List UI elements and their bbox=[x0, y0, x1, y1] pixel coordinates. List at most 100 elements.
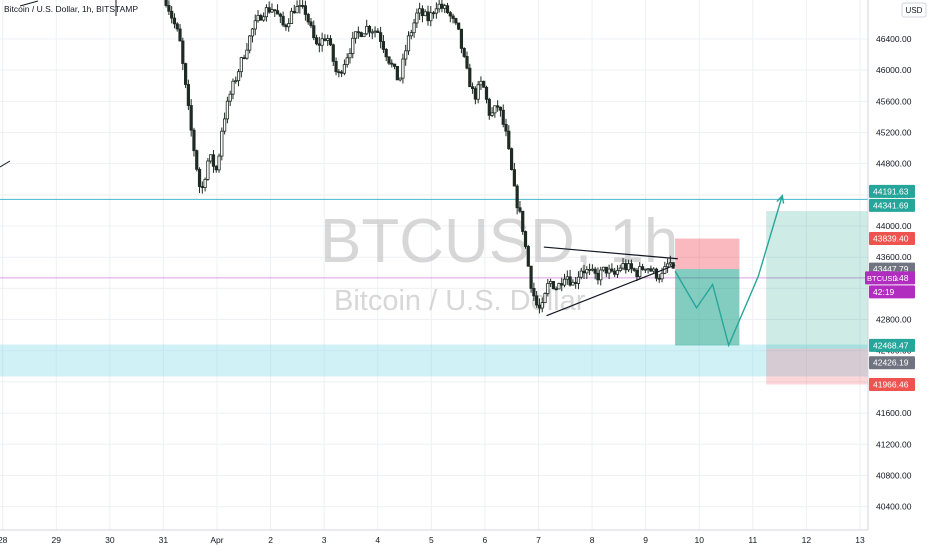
candle-body bbox=[195, 150, 199, 170]
currency-button[interactable]: USD bbox=[906, 6, 923, 15]
price-tick-label: 44800.00 bbox=[876, 159, 912, 169]
candle-body bbox=[660, 272, 664, 280]
price-label-text: 42:19 bbox=[873, 287, 895, 297]
candle-body bbox=[298, 5, 302, 8]
candle-body bbox=[523, 231, 528, 247]
price-label-text: 44191.63 bbox=[873, 186, 909, 196]
triangle-lower-trendline[interactable] bbox=[546, 264, 676, 317]
candle-body bbox=[479, 80, 483, 86]
candle-body bbox=[423, 11, 427, 17]
time-tick-label: 3 bbox=[322, 535, 327, 545]
candle-body bbox=[323, 38, 327, 41]
candle-body bbox=[351, 37, 355, 54]
support-zone bbox=[0, 344, 868, 377]
candle-body bbox=[242, 57, 246, 60]
time-tick-label: 2 bbox=[268, 535, 273, 545]
candle-body bbox=[640, 266, 645, 271]
candle-body bbox=[223, 118, 227, 132]
candle-body bbox=[643, 268, 647, 271]
candle-body bbox=[326, 38, 330, 41]
candle-body bbox=[418, 8, 422, 14]
candle-body bbox=[415, 12, 419, 24]
price-label-box bbox=[869, 356, 915, 370]
grid bbox=[0, 0, 868, 530]
candle-body bbox=[387, 56, 391, 64]
price-tick-label: 41200.00 bbox=[876, 439, 912, 449]
price-tick-label: 42800.00 bbox=[876, 315, 912, 325]
candle-body bbox=[587, 269, 592, 271]
candle-body bbox=[512, 169, 516, 187]
candle-body bbox=[275, 10, 280, 15]
candle-body bbox=[231, 80, 235, 95]
candle-body bbox=[228, 93, 232, 102]
candle-body bbox=[590, 268, 594, 271]
candle-body bbox=[496, 105, 500, 108]
candle-body bbox=[220, 130, 224, 157]
candle-body bbox=[376, 30, 380, 33]
candle-body bbox=[437, 3, 441, 10]
candle-body bbox=[262, 16, 266, 21]
candle-body bbox=[200, 186, 204, 188]
time-tick-label: 6 bbox=[483, 535, 488, 545]
time-tick-label: 13 bbox=[855, 535, 865, 545]
candle-body bbox=[601, 266, 606, 271]
candle-body bbox=[379, 32, 383, 42]
candle-body bbox=[526, 246, 530, 267]
candle-body bbox=[284, 24, 288, 28]
candle-body bbox=[334, 60, 338, 73]
candle-body bbox=[607, 268, 611, 274]
drawings[interactable] bbox=[0, 0, 785, 348]
candle-body bbox=[367, 25, 372, 33]
candle-body bbox=[359, 32, 363, 38]
triangle-upper-trendline[interactable] bbox=[543, 246, 678, 260]
candle-body bbox=[270, 9, 274, 13]
time-axis-background[interactable] bbox=[0, 530, 932, 550]
candle-body bbox=[468, 67, 472, 88]
price-label-box bbox=[869, 232, 915, 246]
candle-body bbox=[574, 281, 578, 284]
candle-body bbox=[267, 7, 271, 13]
candle-body bbox=[197, 168, 202, 187]
price-label-box bbox=[869, 184, 915, 198]
candle-body bbox=[206, 160, 210, 180]
candle-body bbox=[596, 272, 600, 281]
price-tick-label: 43600.00 bbox=[876, 252, 912, 262]
candle-body bbox=[632, 268, 636, 271]
time-tick-label: 4 bbox=[375, 535, 380, 545]
candle-body bbox=[504, 123, 508, 132]
symbol-line[interactable]: Bitcoin / U.S. Dollar, 1h, BITSTAMP bbox=[4, 4, 138, 14]
candle-body bbox=[434, 8, 438, 14]
candle-body bbox=[353, 31, 358, 39]
candle-body bbox=[409, 32, 413, 37]
candle-body bbox=[289, 10, 294, 24]
candle-body bbox=[234, 80, 238, 83]
candle-body bbox=[560, 283, 564, 286]
candle-body bbox=[337, 71, 341, 74]
candle-body bbox=[401, 58, 405, 79]
candle-body bbox=[498, 106, 503, 111]
candle-body bbox=[398, 77, 402, 81]
currency-button-box[interactable] bbox=[901, 2, 927, 18]
candle-body bbox=[348, 53, 352, 59]
candle-body bbox=[615, 270, 620, 275]
left-edge-trendline bbox=[0, 160, 11, 168]
candle-body bbox=[621, 263, 625, 269]
chart-header: Bitcoin / U.S. Dollar, 1h, BITSTAMP USD bbox=[4, 0, 927, 18]
candle-body bbox=[356, 31, 360, 34]
candle-body bbox=[487, 98, 491, 116]
short-position-target-zone bbox=[675, 269, 740, 346]
price-tick-label: 45200.00 bbox=[876, 128, 912, 138]
candle-body bbox=[490, 112, 494, 116]
candle-body bbox=[668, 262, 672, 265]
candles bbox=[164, 0, 675, 314]
candle-body bbox=[518, 207, 522, 212]
candle-body bbox=[362, 33, 366, 38]
projection-arrow-head bbox=[776, 194, 785, 204]
candle-body bbox=[331, 44, 335, 62]
candle-body bbox=[303, 5, 308, 15]
projection-path[interactable] bbox=[674, 195, 783, 348]
candle-body bbox=[365, 25, 369, 35]
candle-body bbox=[184, 63, 188, 85]
